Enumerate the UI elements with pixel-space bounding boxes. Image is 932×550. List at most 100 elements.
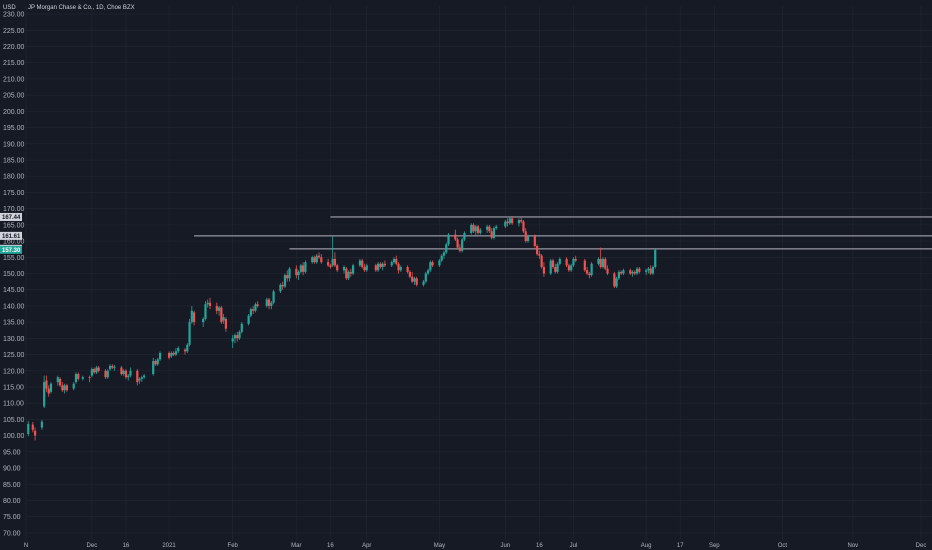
candle[interactable] [492,226,496,240]
candle[interactable] [538,250,541,259]
candle[interactable] [413,276,416,285]
candle[interactable] [517,218,521,227]
candle[interactable] [202,317,205,327]
candle[interactable] [204,301,207,321]
candle[interactable] [238,330,241,340]
candle[interactable] [567,263,571,272]
candle[interactable] [299,263,302,274]
candle[interactable] [486,224,489,233]
candle[interactable] [572,257,575,268]
candle[interactable] [583,258,586,272]
candle[interactable] [458,244,461,253]
candle[interactable] [327,258,330,268]
candle[interactable] [143,374,146,379]
candle[interactable] [267,297,271,310]
candle[interactable] [122,369,125,376]
candle[interactable] [411,271,414,284]
candle[interactable] [508,216,511,225]
candle[interactable] [233,333,237,344]
candle[interactable] [574,255,577,263]
candle[interactable] [631,270,634,277]
candle[interactable] [654,249,657,269]
candle[interactable] [72,382,75,391]
candle[interactable] [104,369,107,379]
candle[interactable] [442,250,446,259]
candle[interactable] [215,302,218,315]
candle[interactable] [302,262,305,276]
candle[interactable] [47,385,50,397]
candle[interactable] [431,260,434,268]
candle[interactable] [536,244,539,256]
candle[interactable] [365,263,368,272]
candle[interactable] [551,258,555,269]
candle[interactable] [506,218,509,227]
candle[interactable] [236,331,239,342]
candle[interactable] [136,369,139,386]
candle[interactable] [333,252,337,268]
candle[interactable] [504,220,507,229]
candle[interactable] [540,254,543,269]
candle[interactable] [383,260,387,268]
candle[interactable] [58,377,62,387]
candle[interactable] [249,307,252,318]
candle[interactable] [399,265,402,272]
candle[interactable] [558,257,561,266]
candle[interactable] [565,257,568,268]
candle[interactable] [570,263,573,272]
candle[interactable] [649,265,652,276]
candle[interactable] [479,228,482,235]
candle[interactable] [424,271,427,284]
candle[interactable] [97,365,100,373]
candle[interactable] [40,420,44,430]
candle[interactable] [363,263,366,272]
candle[interactable] [129,367,132,378]
candle[interactable] [183,348,187,355]
candle[interactable] [152,357,155,376]
candle[interactable] [61,382,64,392]
candle[interactable] [615,276,618,289]
candle[interactable] [315,254,318,264]
candle[interactable] [635,267,639,276]
candle[interactable] [472,223,475,233]
candle[interactable] [651,265,655,276]
candle[interactable] [415,276,418,287]
candle[interactable] [320,254,323,264]
candle[interactable] [154,359,157,366]
candle[interactable] [252,305,255,315]
candle[interactable] [604,257,607,271]
candle[interactable] [88,375,91,383]
candle[interactable] [297,270,300,280]
candle[interactable] [336,263,339,272]
candle[interactable] [113,364,116,371]
candle[interactable] [286,270,289,282]
candle[interactable] [217,305,221,316]
candle[interactable] [633,270,636,276]
candle[interactable] [188,318,191,347]
candle[interactable] [613,271,616,289]
candle[interactable] [474,224,477,237]
candle[interactable] [304,260,307,274]
candle[interactable] [374,263,377,272]
candle[interactable] [224,317,227,332]
candle[interactable] [342,265,346,274]
candle[interactable] [170,351,173,358]
candle[interactable] [138,377,141,384]
candle[interactable] [331,236,334,268]
candle[interactable] [256,301,259,308]
candle[interactable] [279,283,282,293]
candle[interactable] [33,427,37,441]
candle[interactable] [361,258,364,269]
candle[interactable] [440,254,443,263]
candle[interactable] [63,383,66,394]
candle[interactable] [379,262,382,269]
candle[interactable] [90,367,93,378]
candle[interactable] [490,228,493,240]
candle[interactable] [281,281,284,290]
price-axis[interactable]: 70.00 75.00 80.00 85.00 90.00 95.00 100.00 105.… [3,12,25,538]
candle[interactable] [31,422,34,433]
candle[interactable] [45,375,48,392]
candle[interactable] [456,237,459,250]
candle[interactable] [111,364,114,370]
candle[interactable] [265,297,268,308]
